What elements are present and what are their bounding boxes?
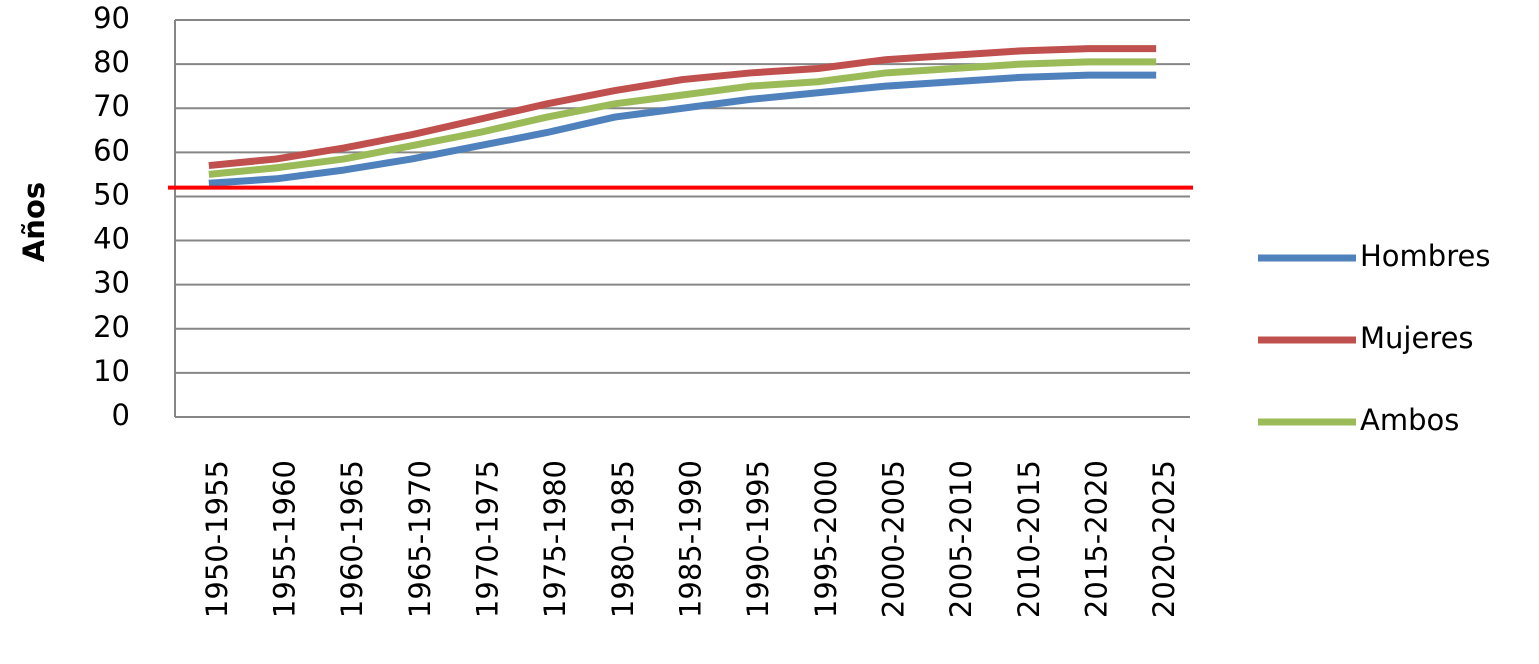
x-tick-label: 2010-2015 (1012, 460, 1046, 618)
x-tick-label: 1985-1990 (674, 460, 708, 618)
x-tick-label: 1995-2000 (809, 460, 843, 618)
legend-label: Ambos (1360, 403, 1459, 437)
legend-label: Hombres (1360, 239, 1490, 273)
x-tick-label: 1975-1980 (538, 460, 572, 618)
y-axis-label: Años (17, 182, 51, 262)
x-tick-label: 2015-2020 (1080, 460, 1114, 618)
y-tick-label: 60 (93, 133, 130, 167)
series-line (208, 58, 1157, 178)
x-tick-label: 1980-1985 (606, 460, 640, 618)
x-tick-label: 2005-2010 (944, 460, 978, 618)
x-tick-label: 1955-1960 (268, 460, 302, 618)
y-tick-label: 50 (93, 177, 130, 211)
y-tick-label: 70 (93, 89, 130, 123)
y-tick-label: 20 (93, 310, 130, 344)
x-tick-label: 1970-1975 (471, 460, 505, 618)
x-tick-label: 1960-1965 (335, 460, 369, 618)
y-tick-label: 80 (93, 45, 130, 79)
x-tick-label: 1950-1955 (200, 460, 234, 618)
legend-label: Mujeres (1360, 321, 1474, 355)
y-tick-label: 90 (93, 1, 130, 35)
x-tick-label: 1990-1995 (741, 460, 775, 618)
y-tick-label: 30 (93, 266, 130, 300)
x-tick-label: 2020-2025 (1147, 460, 1181, 618)
y-tick-label: 10 (93, 354, 130, 388)
series-line (208, 45, 1157, 170)
y-tick-label: 40 (93, 222, 130, 256)
x-tick-label: 2000-2005 (877, 460, 911, 618)
series-line (208, 71, 1157, 187)
y-tick-label: 0 (112, 398, 130, 432)
x-tick-label: 1965-1970 (403, 460, 437, 618)
